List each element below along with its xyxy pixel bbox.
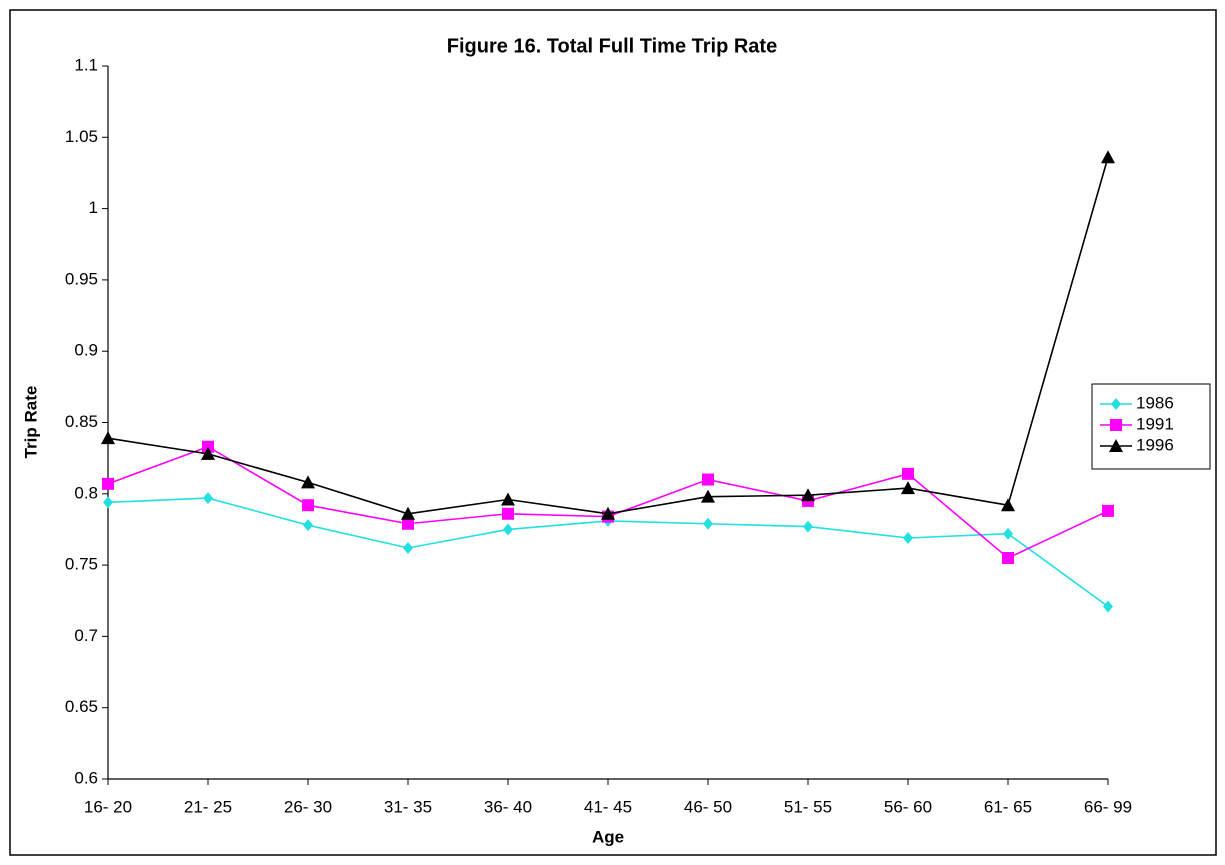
x-tick-label: 41- 45 — [584, 797, 632, 816]
x-tick-label: 26- 30 — [284, 797, 332, 816]
marker — [1110, 419, 1122, 431]
x-tick-label: 31- 35 — [384, 797, 432, 816]
y-tick-label: 0.6 — [74, 768, 98, 787]
x-tick-label: 56- 60 — [884, 797, 932, 816]
marker — [1102, 504, 1114, 517]
y-tick-label: 0.85 — [65, 412, 98, 431]
y-tick-label: 0.65 — [65, 697, 98, 716]
marker — [401, 506, 415, 520]
marker — [503, 523, 513, 536]
y-tick-label: 0.9 — [74, 341, 98, 360]
x-tick-label: 51- 55 — [784, 797, 832, 816]
x-tick-label: 61- 65 — [984, 797, 1032, 816]
x-axis-label: Age — [592, 827, 624, 846]
marker — [303, 519, 313, 532]
marker — [102, 477, 114, 490]
marker — [903, 532, 913, 545]
marker — [403, 541, 413, 554]
chart-frame — [9, 9, 1217, 856]
y-tick-label: 1.1 — [74, 55, 98, 74]
marker — [1002, 551, 1014, 564]
marker — [202, 440, 214, 453]
y-tick-label: 0.95 — [65, 269, 98, 288]
chart-title: Figure 16. Total Full Time Trip Rate — [447, 35, 777, 57]
marker — [702, 473, 714, 486]
y-axis-label: Trip Rate — [21, 386, 40, 459]
marker — [1109, 439, 1123, 452]
marker — [201, 446, 215, 460]
marker — [803, 520, 813, 533]
x-tick-label: 36- 40 — [484, 797, 532, 816]
marker — [1101, 150, 1115, 164]
x-tick-label: 16- 20 — [84, 797, 132, 816]
marker — [101, 431, 115, 445]
y-tick-label: 1.05 — [65, 127, 98, 146]
y-tick-label: 0.7 — [74, 626, 98, 645]
y-tick-label: 0.8 — [74, 483, 98, 502]
marker — [103, 496, 113, 509]
legend-label: 1996 — [1136, 435, 1174, 454]
marker — [1111, 398, 1121, 410]
marker — [302, 499, 314, 512]
marker — [203, 492, 213, 505]
marker — [402, 517, 414, 530]
legend: 1986 1991 1996 — [1091, 383, 1211, 470]
y-tick-label: 0.75 — [65, 555, 98, 574]
marker — [502, 507, 514, 520]
marker — [501, 492, 515, 506]
y-tick-label: 1 — [89, 198, 98, 217]
legend-label: 1986 — [1136, 393, 1174, 412]
marker — [1103, 600, 1113, 613]
marker — [901, 481, 915, 495]
marker — [801, 488, 815, 502]
marker — [701, 489, 715, 503]
legend-label: 1991 — [1136, 414, 1174, 433]
marker — [1001, 498, 1015, 512]
marker — [301, 475, 315, 489]
marker — [1003, 527, 1013, 540]
marker — [703, 517, 713, 530]
marker — [902, 467, 914, 480]
x-tick-label: 21- 25 — [184, 797, 232, 816]
x-tick-label: 66- 99 — [1084, 797, 1132, 816]
marker — [601, 506, 615, 520]
x-tick-label: 46- 50 — [684, 797, 732, 816]
